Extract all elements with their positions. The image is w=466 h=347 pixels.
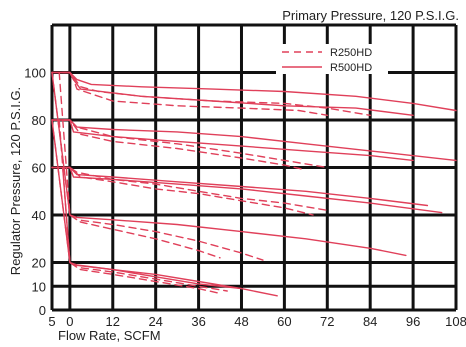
series-r500hd-18	[62, 166, 243, 290]
legend-label-r250hd: R250HD	[330, 47, 372, 59]
y-tick-label: 10	[32, 279, 46, 294]
series-r500hd-3	[62, 71, 414, 117]
legend-label-r500hd: R500HD	[330, 62, 372, 74]
x-tick-label: 96	[406, 314, 420, 329]
y-tick-label: 60	[32, 161, 46, 176]
series-r250hd-16	[58, 119, 228, 292]
x-tick-label: 60	[277, 314, 291, 329]
y-tick-label: 0	[39, 303, 46, 318]
y-axis-title: Regulator Pressure, 120 P.S.I.G.	[8, 87, 23, 275]
series-r250hd-8	[51, 166, 314, 216]
x-tick-label: 0	[66, 314, 73, 329]
series-r250hd-4	[51, 119, 307, 171]
y-tick-label: 100	[24, 66, 46, 81]
x-axis-title: Flow Rate, SCFM	[58, 328, 161, 343]
legend-background	[276, 44, 388, 74]
x-tick-label: 108	[445, 314, 466, 329]
series-r500hd-2	[51, 71, 457, 112]
series-r500hd-7	[62, 119, 414, 162]
series-r500hd-6	[51, 119, 457, 162]
y-tick-label: 80	[32, 113, 46, 128]
series-r500hd-10	[51, 166, 429, 207]
y-tick-label: 20	[32, 256, 46, 271]
x-tick-label: 48	[234, 314, 248, 329]
series-layer	[51, 71, 457, 297]
x-tick-label: 72	[320, 314, 334, 329]
legend: R250HD R500HD	[276, 44, 388, 74]
x-tick-label: 5	[48, 314, 55, 329]
x-tick-label: 24	[148, 314, 162, 329]
series-r500hd-14	[51, 71, 407, 257]
x-tick-label: 12	[106, 314, 120, 329]
x-tick-labels: 5 0 12 24 36 48 60 72 84 96 108	[48, 314, 466, 329]
chart-title: Primary Pressure, 120 P.S.I.G.	[282, 8, 459, 23]
y-tick-labels: 0 10 20 40 60 80 100	[24, 66, 46, 319]
series-r500hd-11	[62, 166, 443, 214]
x-tick-label: 84	[363, 314, 377, 329]
x-tick-label: 36	[191, 314, 205, 329]
y-tick-label: 40	[32, 208, 46, 223]
